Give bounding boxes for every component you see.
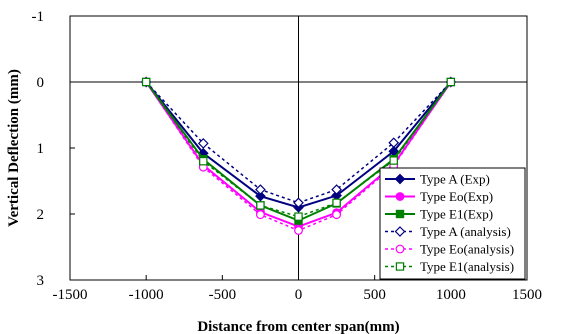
square-marker	[395, 262, 405, 271]
square-marker	[332, 198, 341, 207]
y-tick-label: 2	[37, 207, 45, 223]
x-tick-label: 1000	[436, 287, 466, 303]
square-marker	[256, 201, 265, 210]
legend-label: Type A (analysis)	[420, 224, 511, 239]
x-tick-label: -500	[209, 287, 237, 303]
circle-marker	[255, 210, 265, 220]
square-marker	[141, 77, 151, 87]
y-tick-label: 3	[37, 273, 45, 289]
legend-label: Type Eo(Exp)	[420, 189, 493, 204]
circle-marker	[395, 244, 405, 254]
diamond-marker	[331, 184, 342, 195]
y-tick-label: -1	[32, 9, 45, 25]
circle-marker	[395, 192, 405, 201]
circle-marker	[294, 226, 303, 235]
diamond-marker	[255, 190, 266, 202]
x-axis-title: Distance from center span(mm)	[197, 319, 399, 334]
diamond-marker	[293, 197, 304, 209]
legend-label: Type Eo(analysis)	[420, 242, 514, 257]
square-marker	[389, 156, 398, 165]
diamond-marker	[255, 184, 266, 195]
x-tick-label: -1500	[53, 287, 88, 303]
diamond-marker	[394, 173, 406, 185]
diamond-marker	[388, 137, 400, 149]
legend-label: Type E1(Exp)	[420, 207, 493, 222]
legend-label: Type E1(analysis)	[420, 259, 514, 274]
diamond-marker	[394, 226, 406, 237]
square-marker	[446, 77, 456, 87]
y-axis-title: Vertical Deflection (mm)	[6, 69, 22, 227]
square-marker	[199, 157, 208, 166]
legend: Type A (Exp) Type Eo(Exp) Type E1(Exp) Type…	[379, 167, 526, 280]
x-tick-label: 1500	[512, 287, 542, 303]
x-tick-label: -1000	[129, 287, 164, 303]
series-layer	[140, 76, 457, 235]
legend-label: Type A (Exp)	[420, 172, 490, 187]
square-marker	[395, 209, 405, 219]
square-marker	[294, 212, 303, 221]
x-tick-label: 500	[363, 287, 386, 303]
x-axis: -1500 -1000 -500 0 500 1000 1500	[53, 275, 542, 303]
x-tick-label: 0	[295, 287, 303, 303]
series-type-e1-analysis-	[141, 77, 456, 221]
diamond-marker	[197, 138, 209, 149]
y-tick-label: 1	[37, 141, 45, 157]
circle-marker	[332, 210, 342, 220]
y-axis: -1 0 1 2 3	[32, 9, 75, 289]
y-tick-label: 0	[37, 75, 45, 91]
legend-box	[379, 167, 526, 280]
